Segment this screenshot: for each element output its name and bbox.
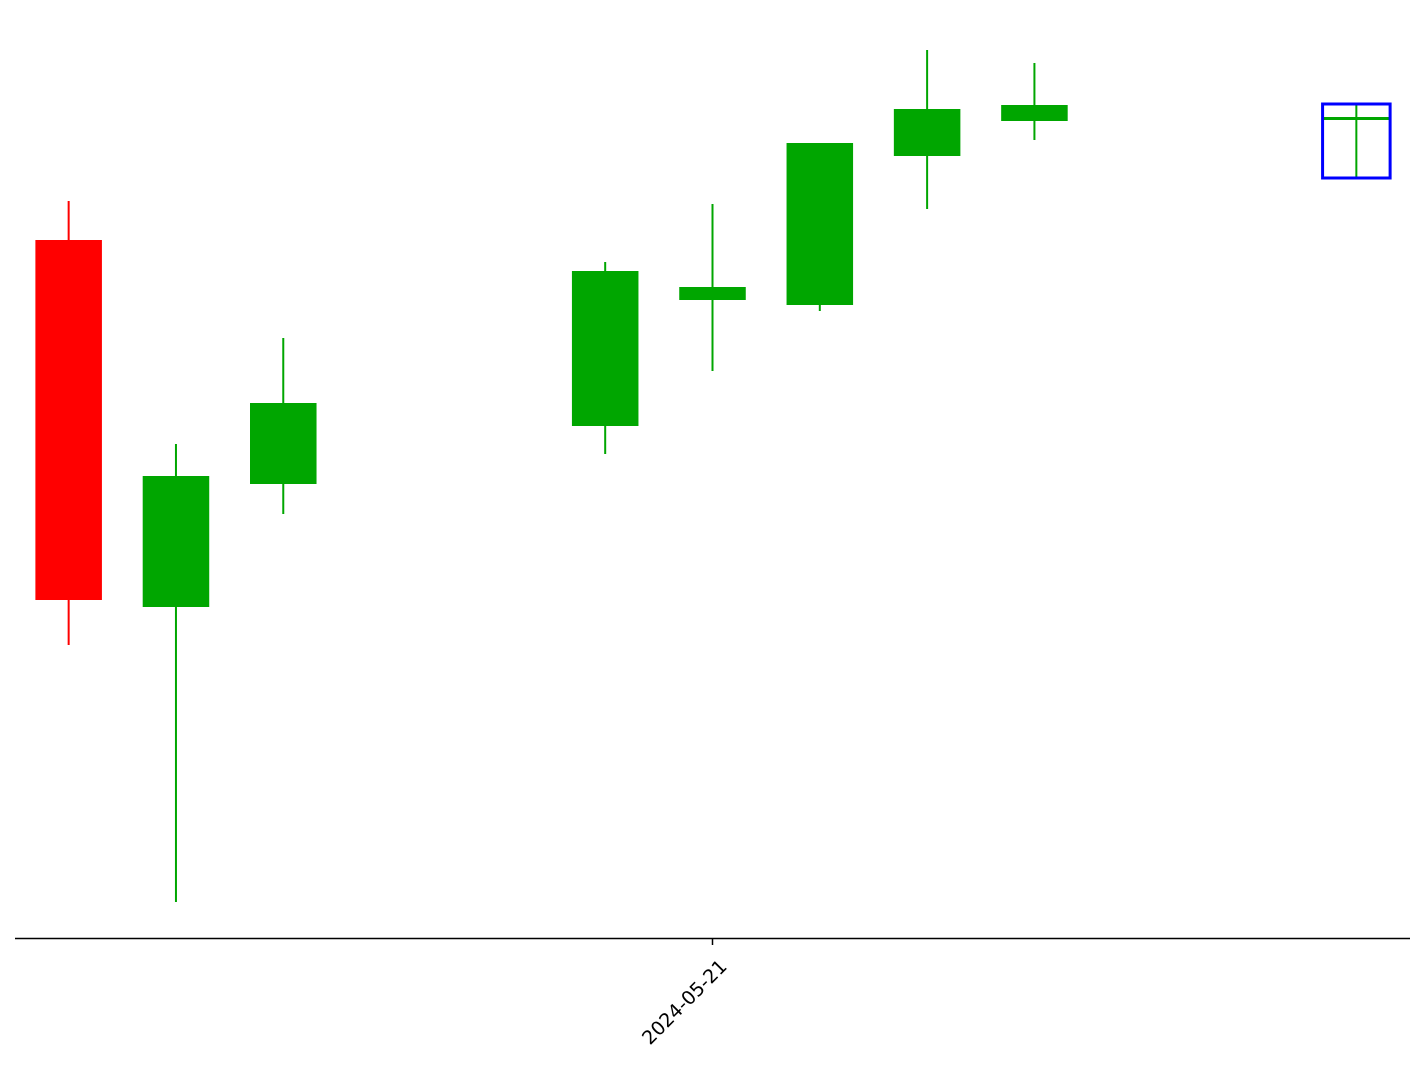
candle-body [571,271,639,426]
highlight-box [1321,102,1392,180]
candle-body [1001,105,1068,121]
candle-body [250,403,317,484]
x-tick-label: 2024-05-21 [638,956,732,1050]
candle-body [679,287,746,300]
candle-body [786,143,854,305]
candle-body [1323,117,1390,120]
candle-body [35,240,102,600]
candle-body [893,109,961,156]
candle-body [142,476,210,607]
